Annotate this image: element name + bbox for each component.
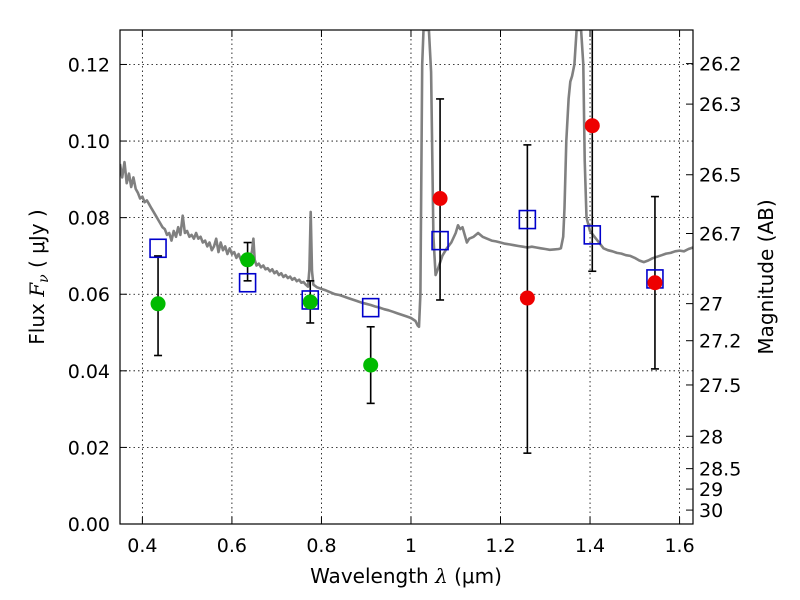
error-bar-layer	[149, 30, 664, 454]
y-tick-label: 0.04	[68, 361, 110, 383]
model-band-marker	[583, 225, 602, 245]
x-tick-label: 1	[405, 535, 417, 557]
y-axis-subscript: ν	[36, 274, 52, 283]
mag-tick-label: 27.2	[699, 331, 741, 353]
mag-tick-label: 26.3	[699, 94, 741, 116]
mag-tick-label: 29	[699, 479, 723, 501]
model-band-marker	[431, 230, 449, 251]
plot-frame	[119, 29, 694, 525]
mag-tick-label: 28.5	[699, 459, 741, 481]
y2-axis-title: Magnitude (AB)	[754, 199, 778, 354]
x-tick-label: 1.6	[664, 535, 694, 557]
red-data-point	[584, 118, 600, 134]
y-axis-symbol: F	[25, 282, 49, 298]
y-axis-unit: ( μJy )	[25, 209, 49, 274]
green-data-point	[150, 296, 166, 312]
model-spectrum-line	[120, 30, 693, 329]
y-tick-label: 0.00	[68, 514, 110, 536]
red-data-point	[519, 290, 535, 306]
x-axis-unit: (μm)	[448, 564, 502, 588]
mag-tick-label: 26.2	[699, 54, 741, 76]
red-data-point	[432, 190, 448, 206]
mag-tick-label: 27.5	[699, 375, 741, 397]
y-axis-title: Flux Fν ( μJy )	[25, 209, 52, 344]
y-tick-label: 0.02	[68, 437, 110, 459]
y-tick-label: 0.10	[68, 131, 110, 153]
x-tick-label: 0.6	[217, 535, 247, 557]
x-axis-title: Wavelength λ (μm)	[310, 564, 502, 588]
x-tick-label: 1.4	[575, 535, 605, 557]
x-tick-label: 0.8	[306, 535, 336, 557]
mag-tick-label: 27	[699, 294, 723, 316]
green-data-point	[240, 252, 256, 268]
model-band-marker	[361, 297, 380, 318]
data-layer	[120, 30, 693, 329]
x-axis-symbol: λ	[434, 564, 448, 588]
model-band-marker	[518, 209, 537, 230]
tick-labels: 0.4 0.6 0.8 1 1.2 1.4 1.6 0.00 0.02 0.04 0.06 0.08 0…	[68, 54, 742, 557]
y-tick-label: 0.06	[68, 284, 110, 306]
x-tick-label: 1.2	[485, 535, 515, 557]
model-band-marker	[149, 238, 167, 259]
mag-tick-label: 26.5	[699, 165, 741, 187]
y-tick-label: 0.12	[68, 54, 110, 76]
mag-tick-label: 28	[699, 426, 723, 448]
ticks	[120, 30, 693, 525]
model-band-marker	[238, 272, 257, 293]
green-data-point	[363, 357, 379, 373]
red-data-point	[647, 275, 663, 291]
mag-tick-label: 30	[699, 500, 723, 522]
y-axis-title-prefix: Flux	[25, 297, 49, 345]
y-tick-label: 0.08	[68, 208, 110, 230]
green-data-point	[302, 294, 318, 310]
x-tick-label: 0.4	[127, 535, 157, 557]
x-axis-title-prefix: Wavelength	[310, 564, 435, 588]
mag-tick-label: 26.7	[699, 224, 741, 246]
